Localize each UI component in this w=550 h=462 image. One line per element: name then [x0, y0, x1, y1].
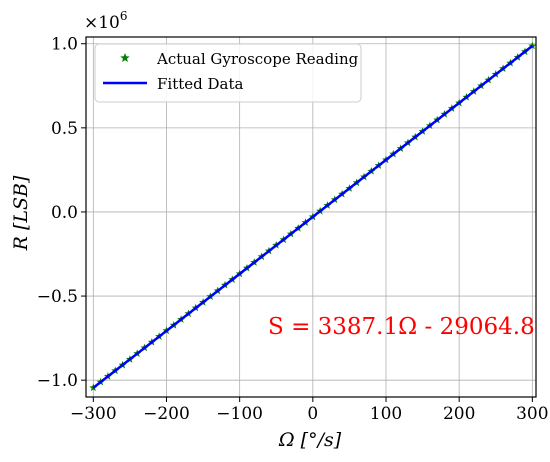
- y-multiplier-exponent: 6: [120, 9, 128, 23]
- fitted-line-layer: [92, 44, 534, 389]
- y-tick-label: −0.5: [37, 287, 78, 307]
- x-axis-label: Ω [°/s]: [278, 429, 342, 451]
- legend: Actual Gyroscope Reading Fitted Data: [94, 43, 362, 103]
- y-tick-label: 0.0: [51, 203, 78, 223]
- x-tick-label: −200: [143, 404, 190, 424]
- y-axis-label: R [LSB]: [10, 175, 32, 251]
- x-tick-label: 100: [370, 404, 402, 424]
- x-tick-label: 0: [307, 404, 318, 424]
- fit-equation-annotation: S = 3387.1Ω - 29064.8: [268, 314, 535, 340]
- x-tick-label: −100: [216, 404, 263, 424]
- y-tick-label: 1.0: [51, 35, 78, 55]
- y-multiplier: ×106: [84, 9, 128, 33]
- legend-star-marker: [120, 53, 130, 63]
- y-tick-label: −1.0: [37, 371, 78, 391]
- x-tick-label: −300: [70, 404, 117, 424]
- ticks: −300 −200 −100 0 100 200 300 −1.0 −0.5 0.0 0.5 1.0: [37, 35, 549, 424]
- y-tick-label: 0.5: [51, 119, 78, 139]
- scatter-point: [528, 41, 537, 50]
- legend-box: [94, 43, 362, 103]
- x-tick-label: 200: [443, 404, 475, 424]
- legend-label-actual: Actual Gyroscope Reading: [156, 50, 359, 68]
- fitted-line: [92, 44, 534, 389]
- legend-label-fitted: Fitted Data: [157, 75, 244, 93]
- plot-frame: [85, 36, 537, 398]
- y-multiplier-base: ×10: [84, 13, 120, 33]
- x-tick-label: 300: [516, 404, 548, 424]
